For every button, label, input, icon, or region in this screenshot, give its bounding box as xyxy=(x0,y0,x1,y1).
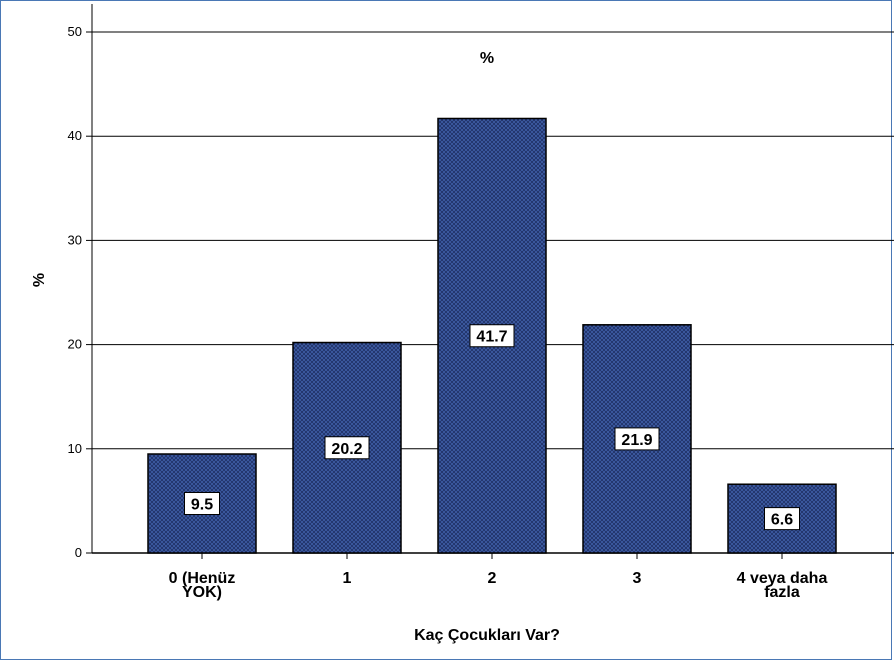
y-tick-label: 10 xyxy=(68,441,82,456)
x-tick-label: 0 (Henüz YOK) xyxy=(169,570,236,601)
x-tick-label: 3 xyxy=(633,570,642,587)
y-tick-label: 50 xyxy=(68,24,82,39)
x-tick-label: 1 xyxy=(343,570,352,587)
y-tick-label: 30 xyxy=(68,232,82,247)
chart-title: % xyxy=(480,50,494,67)
data-label: 20.2 xyxy=(331,441,362,458)
y-tick-label: 40 xyxy=(68,128,82,143)
y-tick-label: 20 xyxy=(68,337,82,352)
data-label: 9.5 xyxy=(191,497,213,514)
y-tick-label: 0 xyxy=(75,545,82,560)
y-axis-title: % xyxy=(31,273,48,287)
data-label-box xyxy=(614,427,660,451)
data-label: 21.9 xyxy=(621,432,652,449)
data-label-box xyxy=(184,492,220,516)
data-label: 6.6 xyxy=(771,512,793,529)
data-label-box xyxy=(469,324,515,348)
x-axis-title: Kaç Çocukları Var? xyxy=(414,627,560,644)
data-label-box xyxy=(324,436,370,460)
x-tick-label: 2 xyxy=(488,570,497,587)
data-labels: 9.5 20.2 41.7 21.9 6.6 xyxy=(184,324,800,531)
data-label-box xyxy=(764,507,800,531)
x-tick-label: 4 veya daha fazla xyxy=(737,570,828,601)
data-label: 41.7 xyxy=(476,329,507,346)
